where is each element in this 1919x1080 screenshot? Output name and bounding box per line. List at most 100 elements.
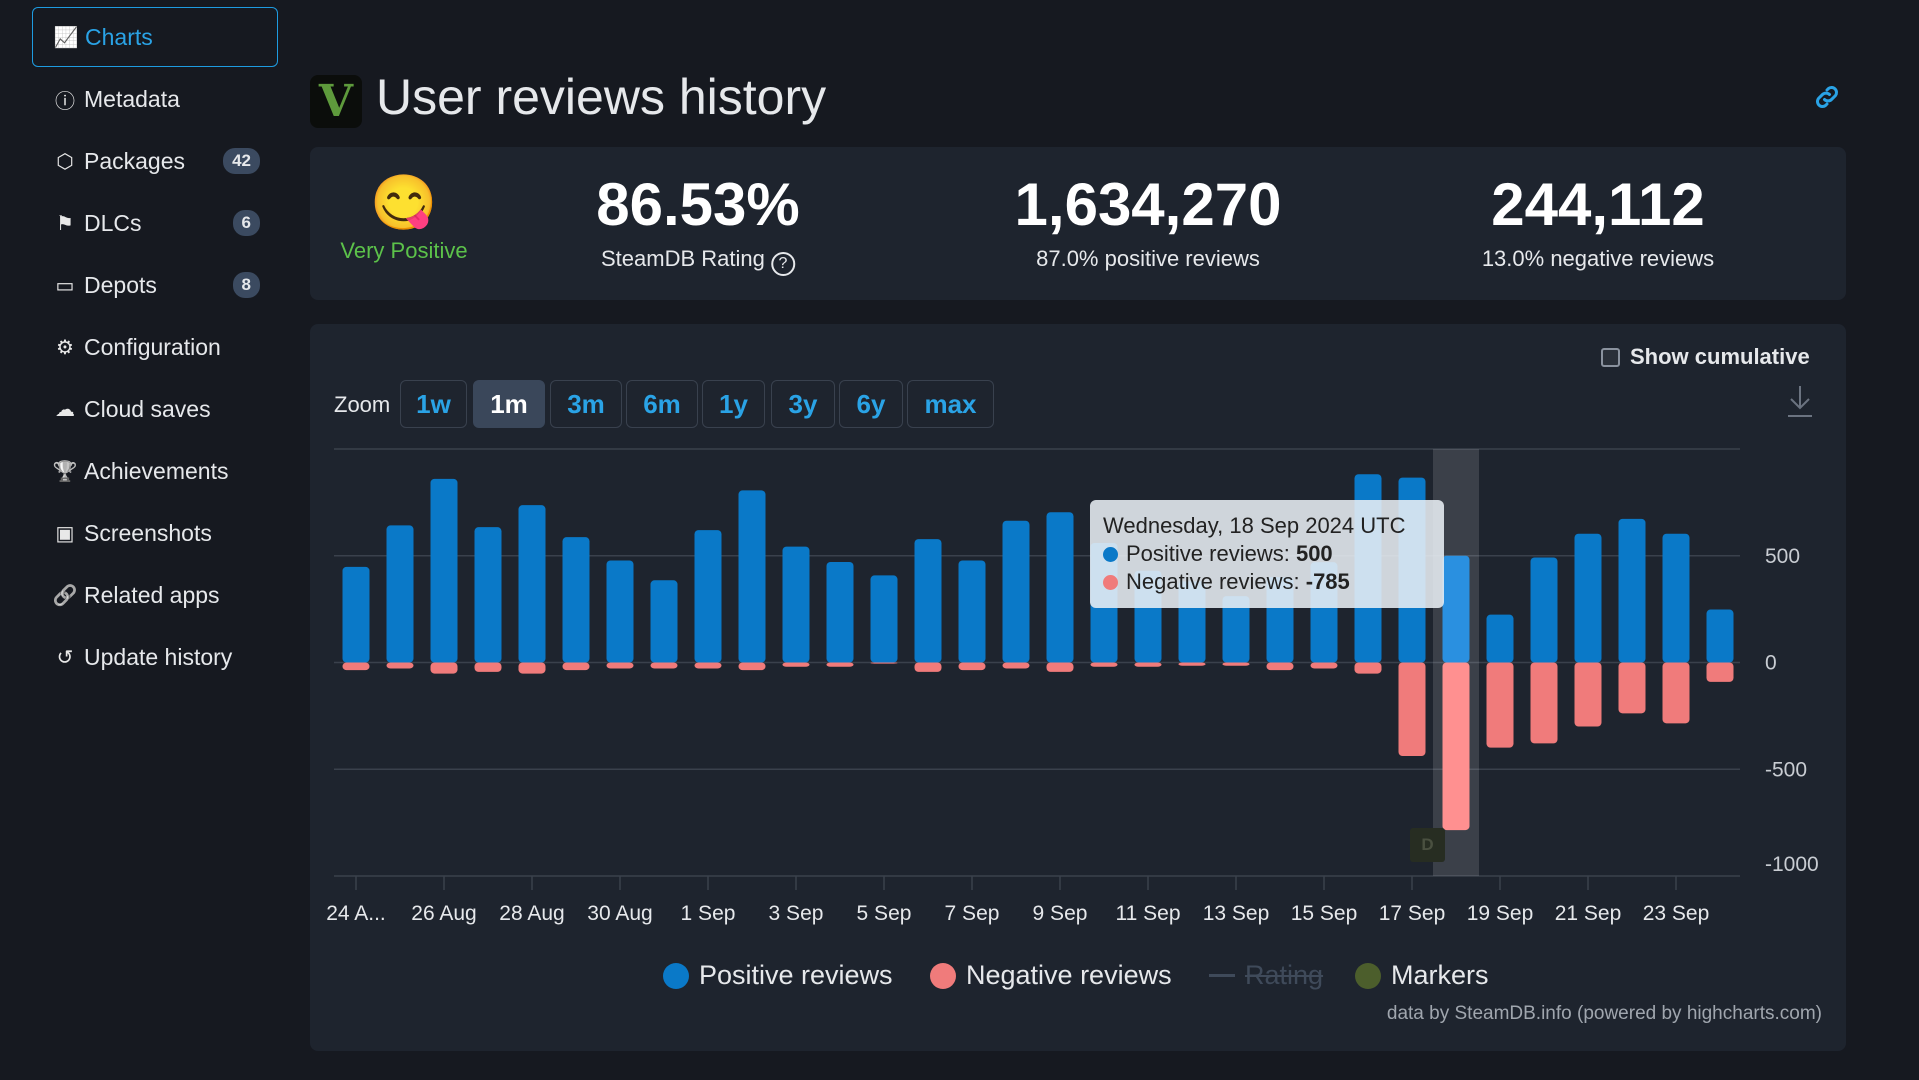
negative-count: 244,112 <box>1491 171 1705 238</box>
sidebar-item-depots[interactable]: ▭ Depots 8 <box>32 255 278 315</box>
negative-bar <box>562 662 590 671</box>
sidebar-item-label: Charts <box>85 23 153 50</box>
sidebar-item-label: Depots <box>84 271 157 298</box>
negative-bar <box>1530 662 1558 744</box>
count-badge: 8 <box>232 272 260 298</box>
x-tick-label: 23 Sep <box>1643 902 1710 925</box>
negative-bar <box>1486 662 1514 748</box>
sentiment-label: Very Positive <box>340 238 468 263</box>
positive-bar <box>694 530 722 663</box>
sidebar-item-configuration[interactable]: ⚙ Configuration <box>32 317 278 377</box>
sidebar-item-cloud-saves[interactable]: ☁ Cloud saves <box>32 379 278 439</box>
negative-bar <box>1398 662 1426 757</box>
tooltip-date: Wednesday, 18 Sep 2024 UTC <box>1103 513 1406 538</box>
negative-bar <box>826 662 854 667</box>
positive-count: 1,634,270 <box>1014 171 1282 238</box>
y-tick-label: -500 <box>1765 758 1807 781</box>
stats-panel <box>310 147 1846 300</box>
negative-bar <box>430 662 458 674</box>
positive-bar <box>870 575 898 663</box>
legend-negative-label: Negative reviews <box>966 960 1172 990</box>
x-tick-label: 19 Sep <box>1467 902 1534 925</box>
positive-bar <box>1486 614 1514 663</box>
positive-bar <box>1662 533 1690 663</box>
tooltip-positive-label: Positive reviews: <box>1126 541 1296 566</box>
zoom-3m-button[interactable]: 3m <box>550 380 622 428</box>
download-icon[interactable] <box>1785 383 1815 419</box>
event-marker[interactable]: D <box>1410 828 1445 862</box>
zoom-1m-button[interactable]: 1m <box>473 380 545 428</box>
x-tick-label: 15 Sep <box>1291 902 1358 925</box>
positive-bar <box>1706 609 1734 663</box>
zoom-max-button[interactable]: max <box>907 380 994 428</box>
x-tick-label: 30 Aug <box>587 902 652 925</box>
x-tick-label: 1 Sep <box>681 902 736 925</box>
negative-bar <box>958 662 986 671</box>
positive-bar <box>1046 512 1074 663</box>
sidebar-item-label: DLCs <box>84 209 142 236</box>
positive-bar <box>1442 555 1470 663</box>
tooltip-negative-label: Negative reviews: <box>1126 569 1306 594</box>
sidebar-item-packages[interactable]: ⬡ Packages 42 <box>32 131 278 191</box>
x-tick-label: 5 Sep <box>857 902 912 925</box>
negative-bar <box>1090 662 1118 667</box>
x-tick-label: 21 Sep <box>1555 902 1622 925</box>
rating-label: SteamDB Rating ? <box>596 246 800 276</box>
trophy-icon: 🏆 <box>52 460 78 483</box>
positive-bar <box>606 560 634 663</box>
image-icon: ▣ <box>55 522 75 545</box>
positive-label: 87.0% positive reviews <box>1036 246 1260 271</box>
zoom-1y-button[interactable]: 1y <box>702 380 765 428</box>
positive-stat: 1,634,270 87.0% positive reviews <box>1015 170 1282 272</box>
sidebar-item-screenshots[interactable]: ▣ Screenshots <box>32 503 278 563</box>
game-icon-letter: V <box>318 76 354 127</box>
negative-bar <box>782 662 810 667</box>
zoom-6m-button[interactable]: 6m <box>626 380 698 428</box>
negative-bar <box>1354 662 1382 674</box>
x-tick-label: 11 Sep <box>1116 902 1181 925</box>
negative-bar <box>1662 662 1690 724</box>
x-tick-label: 13 Sep <box>1203 902 1270 925</box>
negative-bar <box>738 662 766 671</box>
cumulative-checkbox[interactable] <box>1601 347 1620 367</box>
legend-positive[interactable]: Positive reviews <box>663 960 893 991</box>
box-icon: ⬡ <box>56 150 74 173</box>
positive-dot-icon <box>1103 547 1118 562</box>
negative-bar <box>1618 662 1646 714</box>
zoom-6y-button[interactable]: 6y <box>839 380 903 428</box>
positive-bar <box>1530 557 1558 663</box>
sidebar-item-charts[interactable]: 📈 Charts <box>32 7 278 67</box>
negative-bar <box>650 662 678 669</box>
positive-bar <box>650 580 678 663</box>
x-tick-label: 24 A... <box>326 902 386 925</box>
negative-stat: 244,112 13.0% negative reviews <box>1482 170 1714 272</box>
show-cumulative-toggle[interactable]: Show cumulative <box>1601 344 1810 370</box>
tooltip-positive: Positive reviews: 500 <box>1103 540 1431 568</box>
positive-bar <box>1618 518 1646 663</box>
sidebar-item-achievements[interactable]: 🏆 Achievements <box>32 441 278 501</box>
sidebar-item-label: Screenshots <box>84 519 212 546</box>
plug-icon: ⚑ <box>56 212 74 235</box>
positive-bar <box>914 539 942 663</box>
permalink-icon[interactable] <box>1812 82 1842 112</box>
rating-value: 86.53% <box>596 171 800 238</box>
zoom-3y-button[interactable]: 3y <box>771 380 835 428</box>
positive-bar <box>1222 596 1250 663</box>
legend-markers[interactable]: Markers <box>1355 960 1489 991</box>
line-chart-icon: 📈 <box>53 26 79 49</box>
y-tick-label: -1000 <box>1765 853 1819 876</box>
sidebar-item-update-history[interactable]: ↺ Update history <box>32 627 278 687</box>
chart-credits[interactable]: data by SteamDB.info (powered by highcha… <box>1386 1003 1822 1024</box>
help-icon[interactable]: ? <box>770 252 795 276</box>
sidebar-item-related-apps[interactable]: 🔗 Related apps <box>32 565 278 625</box>
sidebar-item-dlcs[interactable]: ⚑ DLCs 6 <box>32 193 278 253</box>
legend-rating[interactable]: Rating <box>1209 960 1323 991</box>
positive-bar <box>738 490 766 663</box>
legend-markers-label: Markers <box>1391 960 1489 990</box>
legend-negative[interactable]: Negative reviews <box>930 960 1172 991</box>
x-tick-label: 26 Aug <box>411 902 476 925</box>
tooltip-negative: Negative reviews: -785 <box>1103 568 1431 596</box>
sentiment-emoji-icon: 😋 <box>370 173 438 233</box>
sidebar-item-metadata[interactable]: ⓘ Metadata <box>32 69 278 129</box>
zoom-1w-button[interactable]: 1w <box>400 380 467 428</box>
